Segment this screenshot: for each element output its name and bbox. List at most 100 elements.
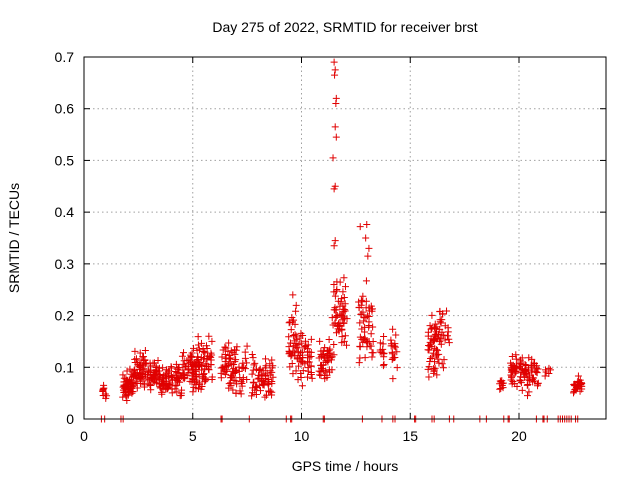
data-point (338, 339, 346, 347)
data-point (512, 355, 520, 363)
data-point (380, 361, 388, 369)
data-point (356, 223, 364, 231)
data-point (337, 311, 345, 319)
data-point (195, 385, 203, 393)
data-point (149, 359, 157, 367)
data-point (330, 58, 338, 66)
data-point (393, 364, 401, 372)
data-point (262, 355, 270, 363)
data-point (288, 360, 296, 368)
data-point (523, 392, 531, 400)
data-point (189, 388, 197, 396)
data-point (177, 389, 185, 397)
data-point (258, 372, 266, 380)
data-point (498, 380, 506, 388)
data-point (194, 341, 202, 349)
data-point (307, 335, 315, 343)
data-point (331, 123, 339, 131)
data-point (181, 374, 189, 382)
data-point (516, 356, 524, 364)
data-point (226, 359, 234, 367)
data-point (321, 375, 329, 383)
data-point (188, 378, 196, 386)
data-point (218, 353, 226, 361)
data-point (232, 367, 240, 375)
data-point (365, 337, 373, 345)
data-point (364, 252, 372, 260)
data-point (231, 350, 239, 358)
data-point (516, 377, 524, 385)
data-point (238, 364, 246, 372)
data-point (195, 346, 203, 354)
data-point (518, 386, 526, 394)
data-point (159, 375, 167, 383)
data-point (340, 294, 348, 302)
y-tick-label: 0.5 (55, 152, 75, 168)
data-point (268, 388, 276, 396)
data-point (228, 374, 236, 382)
data-point (159, 364, 167, 372)
data-point (545, 364, 553, 372)
data-point (333, 329, 341, 337)
data-point (248, 392, 256, 400)
data-point (298, 357, 306, 365)
data-point (355, 359, 363, 367)
data-point (433, 371, 441, 379)
data-point (329, 321, 337, 329)
data-point (331, 306, 339, 314)
data-point (119, 371, 127, 379)
y-axis-label: SRMTID / TECUs (6, 183, 22, 293)
data-point (336, 320, 344, 328)
data-point (436, 325, 444, 333)
data-point (238, 382, 246, 390)
data-point (316, 337, 324, 345)
data-point (359, 308, 367, 316)
data-point (436, 316, 444, 324)
data-point (339, 305, 347, 313)
data-point (255, 382, 263, 390)
data-point (188, 353, 196, 361)
data-point (189, 368, 197, 376)
data-point (428, 311, 436, 319)
data-point (203, 355, 211, 363)
data-point (136, 349, 144, 357)
data-point (441, 336, 449, 344)
data-point (141, 346, 149, 354)
data-point (201, 376, 209, 384)
data-point (208, 337, 216, 345)
data-point (200, 370, 208, 378)
data-point (232, 377, 240, 385)
data-point (541, 372, 549, 380)
data-point (428, 353, 436, 361)
data-point (289, 331, 297, 339)
data-point (525, 388, 533, 396)
data-point (445, 339, 453, 347)
data-point (521, 370, 529, 378)
data-point (341, 300, 349, 308)
x-tick-label: 15 (402, 428, 418, 444)
data-point (160, 380, 168, 388)
data-point (168, 364, 176, 372)
data-point (356, 354, 364, 362)
data-point (424, 332, 432, 340)
plot-frame (83, 56, 607, 420)
data-point (164, 373, 172, 381)
data-point (293, 335, 301, 343)
data-point (222, 344, 230, 352)
y-tick-label: 0.7 (55, 49, 75, 65)
data-point (174, 364, 182, 372)
data-point (360, 313, 368, 321)
data-point (190, 383, 198, 391)
data-point (173, 375, 181, 383)
data-point (304, 373, 312, 381)
data-point (389, 325, 397, 333)
data-point (361, 334, 369, 342)
data-point (321, 344, 329, 352)
data-point (574, 380, 582, 388)
data-point (207, 356, 215, 364)
data-point (152, 370, 160, 378)
data-point (531, 364, 539, 372)
data-point (228, 361, 236, 369)
data-point (294, 376, 302, 384)
data-point (307, 353, 315, 361)
